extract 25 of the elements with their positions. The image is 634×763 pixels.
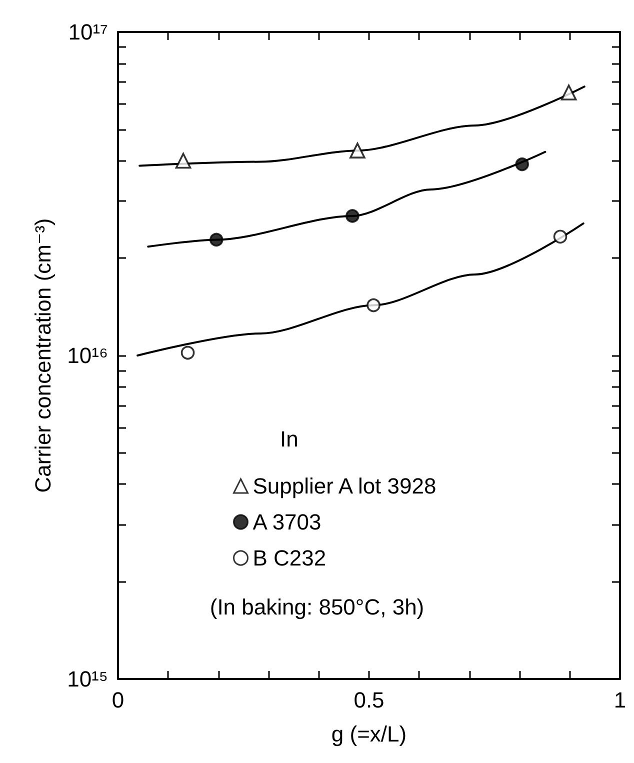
point xyxy=(346,209,360,223)
point xyxy=(210,232,224,247)
annotation: (In baking: 850°C, 3h) xyxy=(210,594,424,620)
y-tick-label: 10¹⁵ xyxy=(67,666,108,692)
x-tick-label: 1 xyxy=(614,688,626,712)
point xyxy=(560,84,577,100)
point xyxy=(553,230,568,244)
x-axis-title: g (=x/L) xyxy=(331,722,407,746)
point xyxy=(350,142,366,158)
legend-label: Supplier A lot 3928 xyxy=(252,474,436,498)
line-series xyxy=(147,150,546,248)
point xyxy=(175,152,192,169)
y-axis-title: Carrier concentration (cm⁻³) xyxy=(30,218,56,493)
point xyxy=(366,298,380,312)
point xyxy=(180,346,195,360)
legend-label: A 3703 xyxy=(252,510,322,534)
point xyxy=(515,157,530,172)
y-tick-label: 10¹⁶ xyxy=(67,343,108,368)
x-tick-label: 0 xyxy=(112,688,124,712)
legend-title: In xyxy=(280,426,298,452)
legend-label: B C232 xyxy=(252,546,326,570)
line-series xyxy=(136,222,584,356)
line-series xyxy=(138,86,586,167)
x-tick-label: 0.5 xyxy=(354,688,384,712)
y-tick-label: 10¹⁷ xyxy=(68,20,108,44)
